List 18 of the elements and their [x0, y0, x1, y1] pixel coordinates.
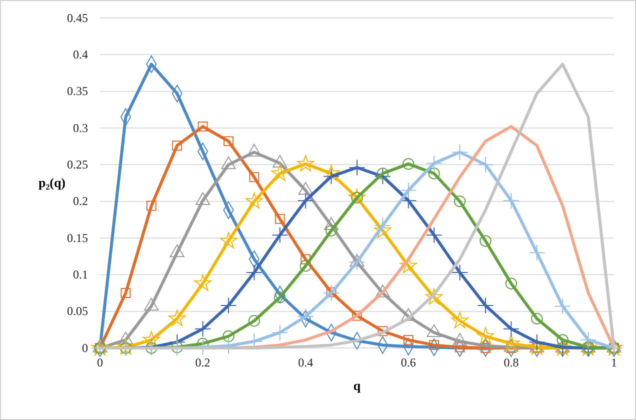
y-tick-label: 0.45	[67, 10, 88, 25]
y-tick-label: 0.2	[73, 194, 88, 208]
y-tick-label: 0.1	[73, 268, 88, 282]
x-tick-label: 0.8	[504, 356, 519, 370]
y-axis-title: p₂(q)	[38, 175, 66, 190]
x-tick-label: 0.6	[400, 356, 416, 370]
y-tick-label: 0.35	[67, 84, 88, 98]
y-tick-label: 0.05	[67, 304, 88, 318]
x-tick-label: 0.2	[195, 356, 210, 370]
x-axis-title: q	[353, 378, 362, 393]
x-tick-label: 0	[97, 356, 103, 370]
y-tick-label: 0.3	[73, 120, 88, 135]
y-tick-label: 0.25	[67, 158, 88, 172]
x-tick-label: 1	[611, 356, 617, 370]
y-tick-label: 0.15	[67, 230, 88, 245]
y-tick-label: 0.4	[73, 48, 88, 62]
y-tick-label: 0	[82, 340, 88, 355]
x-tick-label: 0.4	[298, 356, 314, 370]
